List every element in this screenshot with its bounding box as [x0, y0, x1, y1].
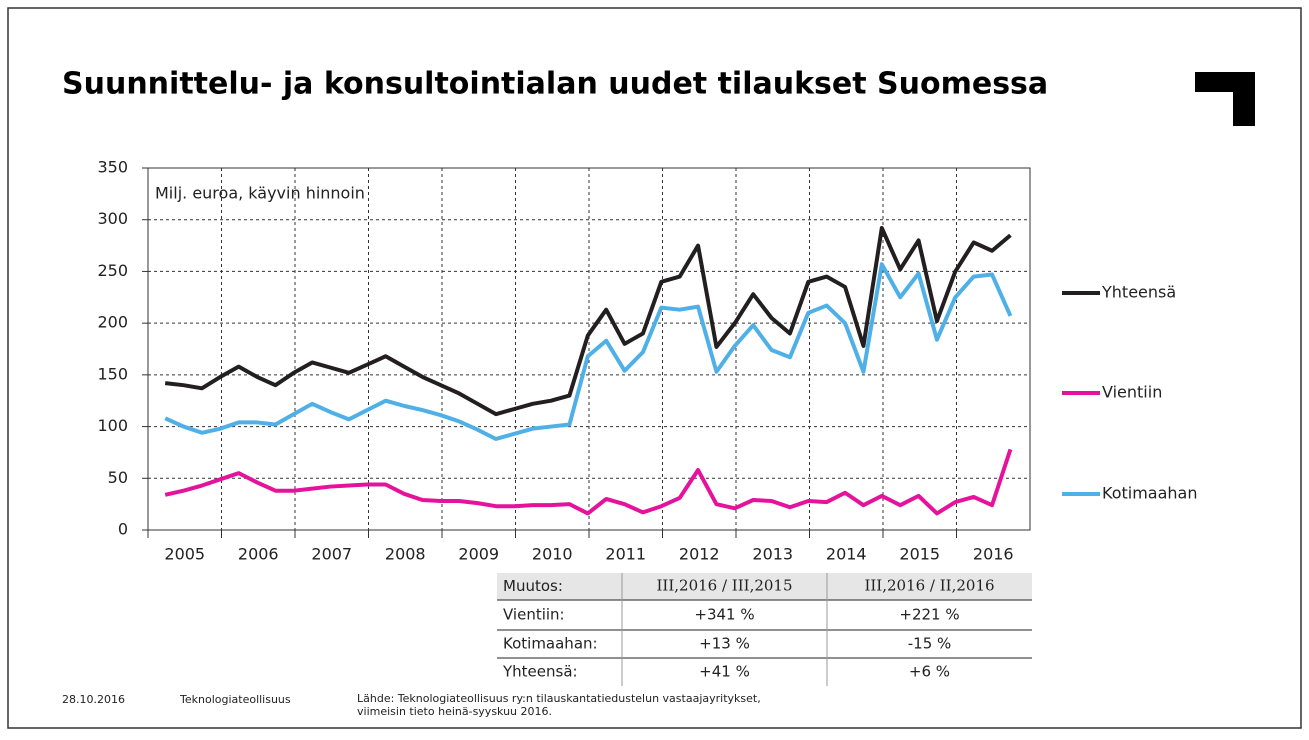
- table-cell: +341 %: [694, 606, 754, 624]
- x-tick-label: 2009: [458, 545, 499, 564]
- table-header-bg: [497, 573, 1032, 600]
- table-cell: +6 %: [909, 663, 950, 681]
- footer-org: Teknologiateollisuus: [179, 693, 291, 706]
- x-tick-label: 2015: [899, 545, 940, 564]
- y-tick-label: 250: [97, 261, 128, 280]
- y-tick-label: 150: [97, 364, 128, 383]
- table-cell: -15 %: [908, 635, 952, 653]
- x-tick-label: 2014: [826, 545, 867, 564]
- footer-date: 28.10.2016: [62, 693, 125, 706]
- y-tick-label: 300: [97, 209, 128, 228]
- footer-source: viimeisin tieto heinä-syyskuu 2016.: [357, 705, 552, 718]
- table-cell: Kotimaahan:: [503, 635, 598, 653]
- table-cell: Yhteensä:: [502, 663, 578, 681]
- frame: [7, 7, 1302, 729]
- logo: [1195, 72, 1255, 126]
- x-tick-label: 2010: [532, 545, 573, 564]
- table-cell: III,2016 / III,2015: [656, 577, 792, 595]
- series-line: [164, 225, 1012, 417]
- x-tick-label: 2016: [973, 545, 1014, 564]
- table-cell: +41 %: [699, 663, 750, 681]
- table-cell: III,2016 / II,2016: [864, 577, 994, 595]
- x-tick-label: 2008: [385, 545, 426, 564]
- legend-label: Kotimaahan: [1102, 484, 1197, 503]
- annotation: Milj. euroa, käyvin hinnoin: [155, 184, 365, 203]
- series-line: [164, 262, 1013, 441]
- x-tick-label: 2012: [679, 545, 720, 564]
- y-tick-label: 200: [97, 313, 128, 332]
- legend-label: Vientiin: [1102, 383, 1162, 402]
- table-cell: Muutos:: [503, 577, 563, 595]
- y-tick-label: 350: [97, 158, 128, 177]
- y-tick-label: 50: [108, 468, 128, 487]
- y-tick-label: 100: [97, 416, 128, 435]
- title: Suunnittelu- ja konsultointialan uudet t…: [62, 67, 1048, 102]
- table-cell: Vientiin:: [503, 606, 565, 624]
- x-tick-label: 2007: [311, 545, 352, 564]
- x-tick-label: 2005: [164, 545, 205, 564]
- series-line: [164, 448, 1013, 516]
- table-cell: +221 %: [899, 606, 959, 624]
- plot-frame: [147, 167, 1031, 531]
- legend-label: Yhteensä: [1101, 283, 1176, 302]
- y-tick-label: 0: [118, 520, 128, 539]
- x-tick-label: 2011: [605, 545, 646, 564]
- footer-source: Lähde: Teknologiateollisuus ry:n tilausk…: [357, 692, 761, 705]
- x-tick-label: 2006: [238, 545, 279, 564]
- table-cell: +13 %: [699, 635, 750, 653]
- x-tick-label: 2013: [752, 545, 793, 564]
